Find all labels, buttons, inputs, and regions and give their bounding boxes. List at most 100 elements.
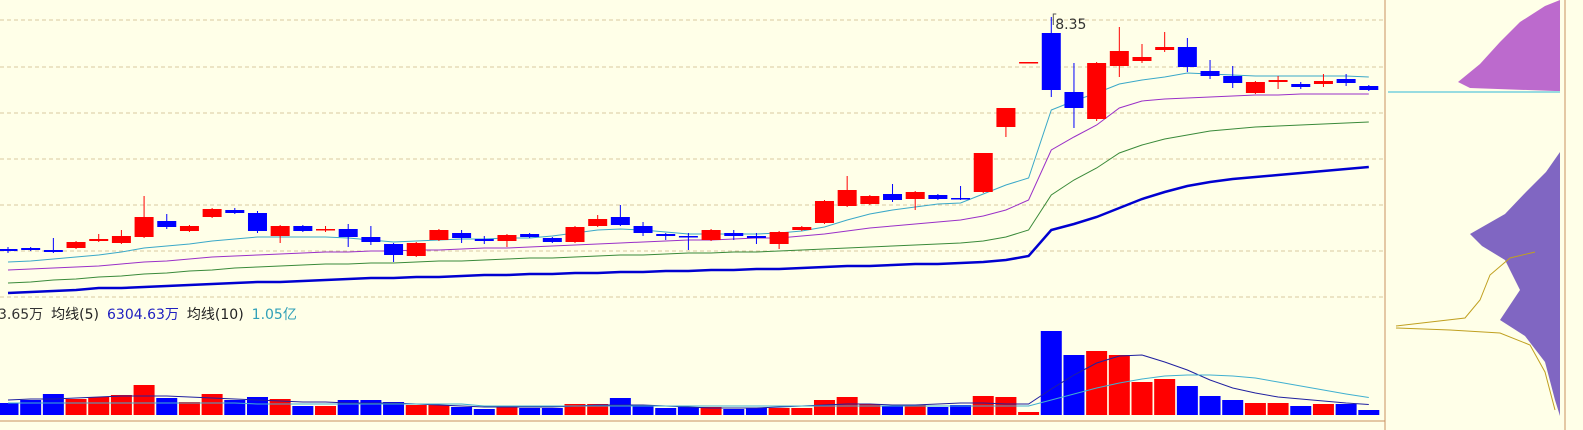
volume-bar	[133, 385, 155, 415]
volume-bar	[428, 405, 450, 415]
volume-bar	[882, 406, 904, 415]
candle-body	[338, 229, 358, 237]
volume-legend-text: 均线(10)	[187, 307, 244, 323]
volume-bar	[813, 400, 835, 415]
volume-bar	[42, 394, 64, 415]
candle-body	[746, 236, 766, 238]
volume-bar	[88, 397, 110, 415]
candle-body	[565, 227, 585, 242]
volume-bar	[269, 399, 291, 415]
plot-area: 8.35 3.65万 均线(5) 6304.63万 均线(10) 1.05亿	[0, 13, 1383, 415]
volume-bar	[1222, 400, 1244, 415]
volume-bar	[360, 400, 382, 415]
candle-body	[89, 239, 109, 241]
moving-average-line	[7, 121, 1369, 284]
volume-bar	[700, 407, 722, 415]
candle-body	[429, 230, 449, 240]
volume-bar	[1086, 351, 1108, 415]
volume-bar	[1040, 331, 1062, 415]
chip-curve	[1395, 327, 1556, 411]
candle-body	[406, 243, 426, 256]
chip-upper	[1458, 0, 1560, 91]
candle-body	[134, 217, 154, 237]
volume-bar	[451, 407, 473, 415]
candle-body	[769, 232, 789, 244]
volume-bar	[1108, 355, 1130, 415]
candle-body	[678, 236, 698, 238]
volume-bar	[201, 394, 223, 415]
volume-bar	[178, 402, 200, 415]
candle-body	[1177, 47, 1197, 67]
max-marker	[1052, 13, 1057, 25]
candle-body	[1313, 81, 1333, 84]
volume-bar	[677, 407, 699, 415]
candle-body	[1268, 80, 1288, 82]
volume-bar	[1312, 404, 1334, 415]
candle-body	[1223, 76, 1243, 83]
volume-legend-text: 3.65万	[0, 307, 43, 323]
candle-body	[316, 229, 336, 231]
volume-bar	[927, 407, 949, 415]
candle-body	[247, 213, 267, 231]
volume-bar	[791, 408, 813, 415]
candle-body	[792, 227, 812, 230]
candle-body	[111, 236, 131, 243]
volume-legend-text: 6304.63万	[107, 307, 179, 323]
volume-bar	[655, 408, 677, 415]
volume-bar	[1199, 396, 1221, 415]
candle-body	[361, 237, 381, 242]
volume-legend-text: 1.05亿	[252, 307, 297, 323]
candle-body	[270, 226, 290, 236]
volume-bar	[1335, 404, 1357, 415]
volume-bar	[632, 406, 654, 415]
candle-body	[996, 108, 1016, 127]
volume-bar	[1267, 403, 1289, 415]
volume-bar	[859, 404, 881, 415]
candle-body	[883, 194, 903, 200]
candle-body	[452, 233, 472, 238]
candle-body	[588, 219, 608, 226]
candle-body	[1336, 79, 1356, 83]
volume-bar	[950, 405, 972, 415]
candle-body	[656, 234, 676, 236]
candle-body	[633, 226, 653, 233]
candle-body	[814, 201, 834, 223]
volume-bar	[1290, 406, 1312, 415]
candle-body	[0, 249, 18, 251]
max-label: 8.35	[1055, 17, 1086, 33]
volume-bar	[519, 408, 541, 415]
volume-bar	[1244, 403, 1266, 415]
candle-body	[1064, 92, 1084, 108]
candle-body	[1155, 47, 1175, 50]
candle-body	[202, 209, 222, 217]
moving-average-line	[7, 165, 1369, 295]
candle-body	[384, 244, 404, 255]
candle-body	[520, 234, 540, 237]
candle-body	[1245, 82, 1265, 93]
candle-body	[43, 250, 63, 252]
volume-legend-text: 均线(5)	[51, 307, 99, 323]
candle-body	[701, 230, 721, 240]
candle-body	[225, 210, 245, 213]
volume-bar	[587, 404, 609, 415]
candle-body	[1132, 57, 1152, 61]
volume-bar	[65, 399, 87, 415]
candle-body	[928, 195, 948, 199]
volume-bar	[564, 404, 586, 415]
volume-bar	[224, 400, 246, 415]
candle-body	[1200, 71, 1220, 76]
volume-average-line	[7, 354, 1369, 409]
candle-body	[293, 226, 313, 231]
volume-average-line	[8, 374, 1369, 407]
volume-bar	[0, 403, 19, 415]
volume-bar	[1131, 382, 1153, 415]
candle-body	[860, 196, 880, 204]
volume-bar	[1018, 412, 1040, 415]
candle-body	[610, 217, 630, 225]
candle-body	[1087, 63, 1107, 119]
volume-bar	[156, 398, 178, 415]
volume-bar	[768, 408, 790, 415]
volume-bar	[405, 405, 427, 415]
